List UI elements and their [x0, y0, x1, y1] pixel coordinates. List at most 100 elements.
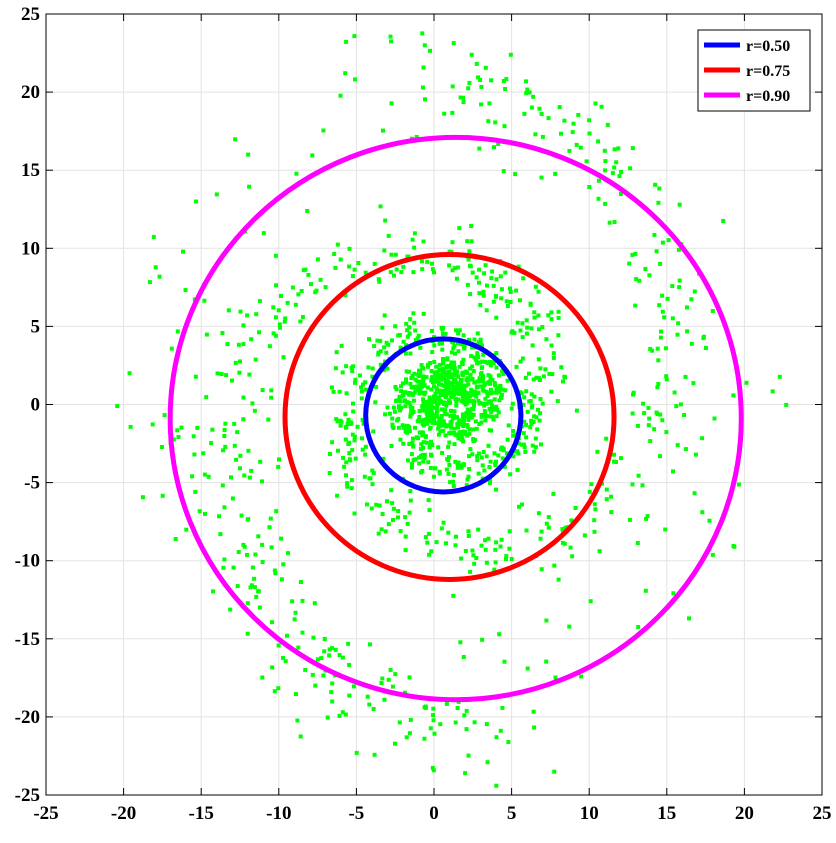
scatter-point [457, 387, 462, 392]
scatter-point [411, 270, 416, 275]
scatter-point [560, 527, 565, 532]
scatter-point [404, 423, 409, 428]
scatter-point [341, 455, 346, 460]
scatter-point [477, 267, 482, 272]
scatter-point [245, 631, 250, 636]
scatter-point [455, 341, 460, 346]
scatter-point [434, 540, 439, 545]
scatter-point [437, 341, 442, 346]
scatter-point [426, 531, 431, 536]
scatter-point [460, 463, 465, 468]
scatter-point [475, 458, 480, 463]
scatter-point [627, 261, 632, 266]
scatter-point [219, 372, 224, 376]
scatter-point [484, 454, 489, 459]
scatter-point [447, 462, 452, 467]
scatter-point [412, 245, 417, 250]
scatter-point [532, 394, 537, 399]
scatter-point [293, 692, 298, 696]
scatter-point [477, 280, 481, 285]
scatter-point [435, 404, 440, 409]
scatter-point [454, 369, 459, 374]
scatter-point [359, 385, 364, 390]
scatter-point [424, 411, 429, 416]
scatter-point [470, 364, 475, 369]
scatter-point [523, 375, 528, 380]
scatter-point [422, 43, 427, 48]
scatter-point [432, 270, 436, 275]
scatter-point [683, 374, 688, 379]
scatter-point [486, 536, 491, 541]
scatter-point [347, 264, 352, 269]
scatter-point [636, 473, 641, 478]
scatter-point [404, 735, 409, 740]
scatter-point [293, 302, 298, 307]
scatter-point [494, 351, 499, 355]
scatter-point [446, 530, 451, 535]
scatter-point [428, 426, 432, 431]
scatter-point [453, 396, 458, 401]
scatter-point [478, 360, 482, 365]
scatter-point [469, 224, 474, 228]
scatter-point [239, 513, 244, 518]
scatter-point [645, 514, 650, 519]
scatter-point [427, 508, 432, 513]
scatter-point [399, 270, 404, 275]
scatter-point [468, 447, 473, 452]
scatter-point [457, 364, 462, 369]
scatter-point [419, 384, 424, 389]
scatter-point [552, 563, 557, 568]
scatter-point [294, 171, 299, 176]
scatter-point [660, 240, 665, 245]
scatter-point [546, 313, 551, 318]
scatter-point [496, 453, 501, 458]
scatter-point [414, 387, 419, 392]
scatter-point [444, 390, 449, 395]
scatter-point [162, 413, 167, 418]
scatter-point [496, 410, 501, 415]
scatter-point [438, 429, 443, 434]
scatter-point [484, 401, 489, 406]
scatter-point [447, 249, 452, 254]
scatter-point [633, 251, 638, 256]
scatter-point [525, 87, 530, 92]
scatter-point [513, 449, 518, 454]
scatter-point [273, 571, 278, 576]
scatter-point [237, 370, 242, 375]
scatter-point [490, 414, 495, 419]
scatter-point [494, 390, 499, 395]
scatter-point [421, 402, 426, 407]
scatter-point [356, 261, 361, 265]
scatter-point [462, 713, 467, 718]
scatter-point [677, 202, 682, 207]
x-tick-label: 15 [657, 803, 676, 824]
scatter-point [416, 333, 421, 338]
scatter-point [459, 399, 464, 404]
scatter-point [466, 753, 471, 758]
scatter-point [538, 411, 543, 416]
scatter-point [447, 431, 452, 436]
scatter-point [384, 340, 389, 345]
scatter-point [423, 434, 428, 439]
scatter-point [372, 261, 377, 266]
scatter-point [392, 273, 396, 278]
scatter-point [744, 380, 749, 385]
scatter-point [390, 684, 395, 689]
scatter-point [414, 135, 419, 139]
scatter-point [641, 401, 646, 406]
scatter-point [279, 577, 284, 582]
scatter-point [433, 379, 438, 384]
scatter-point [449, 425, 454, 430]
scatter-point [479, 420, 484, 425]
scatter-point [440, 332, 445, 336]
scatter-point [460, 360, 464, 365]
scatter-point [479, 543, 484, 548]
scatter-point [450, 268, 455, 273]
scatter-point [508, 300, 513, 304]
scatter-point [431, 394, 436, 399]
scatter-point [589, 482, 594, 487]
scatter-point [241, 395, 246, 400]
scatter-point [460, 373, 465, 378]
scatter-point [220, 331, 225, 335]
scatter-point [539, 112, 544, 116]
